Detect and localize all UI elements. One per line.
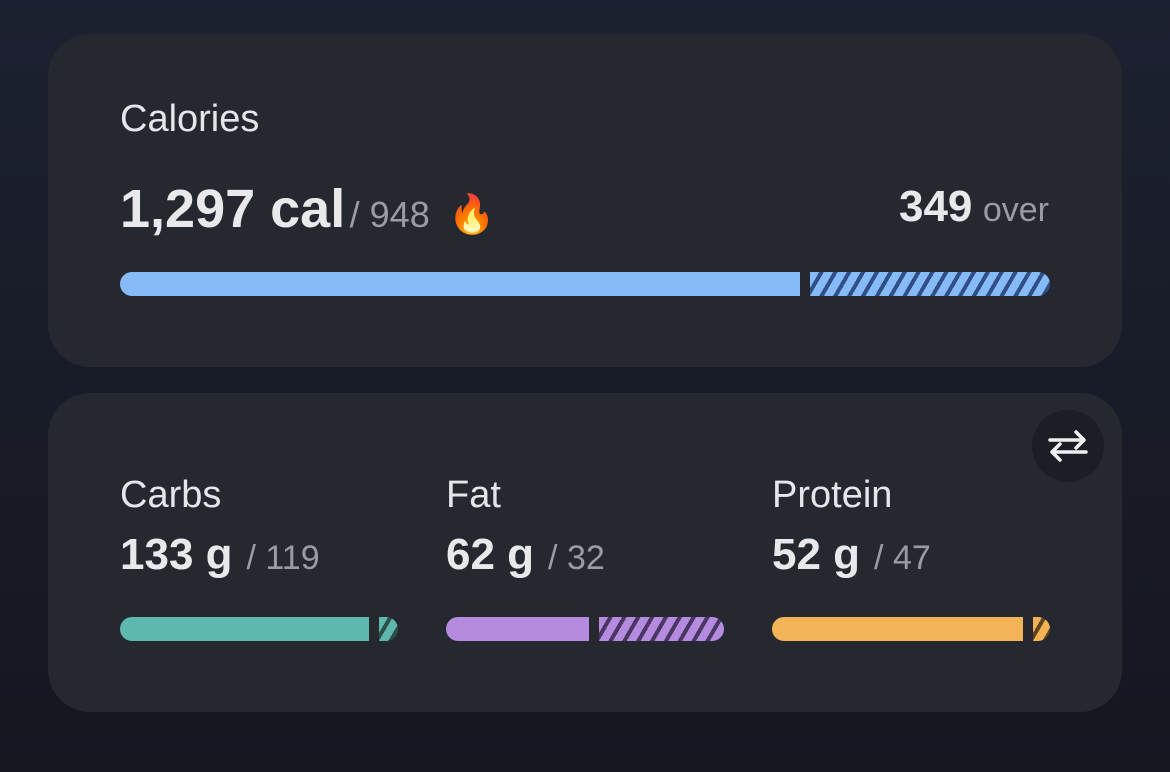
macro-bar bbox=[446, 617, 724, 641]
bar-over bbox=[809, 272, 1050, 296]
macro-line: 62 g / 32 bbox=[446, 530, 605, 580]
calories-label: Calories bbox=[120, 98, 260, 140]
macro-line: 52 g / 47 bbox=[772, 530, 931, 580]
calories-line: 1,297 cal / 948 🔥 bbox=[120, 178, 496, 240]
over-label: over bbox=[982, 191, 1049, 229]
bar-goal bbox=[446, 617, 590, 641]
macro-value: 62 g bbox=[446, 530, 535, 579]
bar-goal bbox=[120, 617, 369, 641]
macro-line: 133 g / 119 bbox=[120, 530, 320, 580]
macro-bar bbox=[772, 617, 1050, 641]
fire-icon: 🔥 bbox=[448, 194, 496, 236]
calories-goal: / 948 bbox=[349, 194, 430, 235]
macro-label: Carbs bbox=[120, 474, 222, 516]
over-value: 349 bbox=[898, 182, 973, 231]
macro-goal: / 47 bbox=[874, 539, 931, 577]
calories-value: 1,297 cal bbox=[120, 179, 346, 239]
macro-goal: / 119 bbox=[246, 539, 320, 577]
macro-label: Protein bbox=[772, 474, 893, 516]
over-line: 349 over bbox=[899, 182, 1049, 232]
bar-over bbox=[599, 617, 724, 641]
macro-value: 133 g bbox=[120, 530, 233, 579]
bar-over bbox=[378, 617, 398, 641]
bar-goal bbox=[772, 617, 1024, 641]
calories-card bbox=[48, 34, 1122, 367]
macro-goal: / 32 bbox=[548, 539, 605, 577]
swap-button[interactable] bbox=[1032, 410, 1104, 482]
macro-bar bbox=[120, 617, 398, 641]
bar-over bbox=[1033, 617, 1050, 641]
bar-goal bbox=[120, 272, 800, 296]
calories-bar bbox=[120, 272, 1050, 296]
macro-label: Fat bbox=[446, 474, 501, 516]
swap-icon bbox=[1048, 430, 1088, 462]
macro-value: 52 g bbox=[772, 530, 861, 579]
macros-card bbox=[48, 393, 1122, 712]
